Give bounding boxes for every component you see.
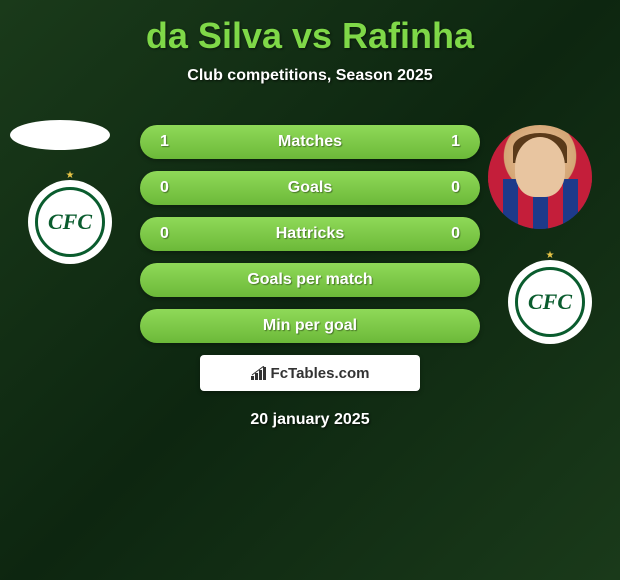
stat-label-matches: Matches — [278, 133, 342, 151]
page-title: da Silva vs Rafinha — [146, 15, 474, 57]
stats-area: 1 Matches 1 0 Goals 0 0 Hattricks 0 Goal… — [0, 125, 620, 429]
stat-label-gpm: Goals per match — [247, 271, 372, 289]
stat-row-goals: 0 Goals 0 — [140, 171, 480, 205]
chart-icon — [251, 366, 267, 380]
stat-right-goals: 0 — [440, 179, 460, 197]
stat-row-hattricks: 0 Hattricks 0 — [140, 217, 480, 251]
stat-left-hattricks: 0 — [160, 225, 180, 243]
stat-label-hattricks: Hattricks — [276, 225, 344, 243]
stat-left-goals: 0 — [160, 179, 180, 197]
stat-right-hattricks: 0 — [440, 225, 460, 243]
stat-label-mpg: Min per goal — [263, 317, 357, 335]
stat-left-matches: 1 — [160, 133, 180, 151]
stat-label-goals: Goals — [288, 179, 332, 197]
stat-row-mpg: Min per goal — [140, 309, 480, 343]
stat-right-matches: 1 — [440, 133, 460, 151]
date: 20 january 2025 — [0, 411, 620, 429]
watermark-label: FcTables.com — [271, 365, 370, 382]
watermark-text: FcTables.com — [251, 365, 370, 382]
watermark: FcTables.com — [200, 355, 420, 391]
subtitle: Club competitions, Season 2025 — [187, 67, 432, 85]
stat-row-matches: 1 Matches 1 — [140, 125, 480, 159]
stat-row-gpm: Goals per match — [140, 263, 480, 297]
